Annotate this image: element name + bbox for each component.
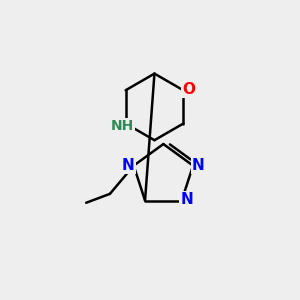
Text: N: N (122, 158, 135, 172)
Text: NH: NH (111, 119, 134, 133)
Text: N: N (181, 192, 194, 207)
Text: O: O (182, 82, 195, 97)
Text: N: N (192, 158, 205, 172)
